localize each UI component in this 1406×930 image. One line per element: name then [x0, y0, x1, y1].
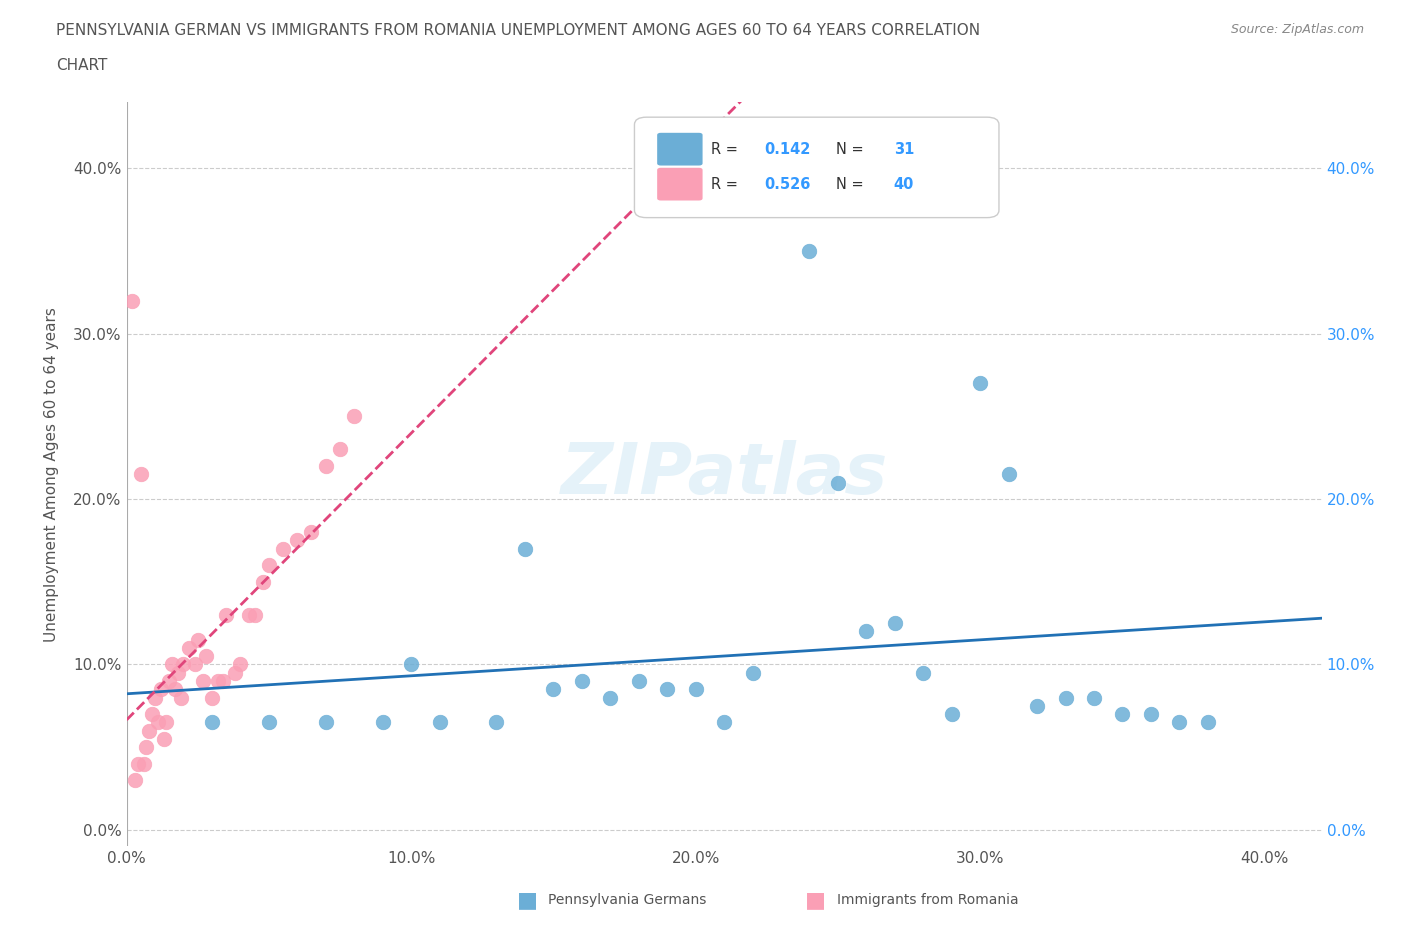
- Point: [883, 616, 905, 631]
- Point: [399, 657, 422, 671]
- Point: [132, 756, 155, 771]
- Point: [257, 558, 280, 573]
- Point: [315, 715, 337, 730]
- Point: [124, 773, 146, 788]
- Text: ■: ■: [517, 890, 537, 910]
- Text: Pennsylvania Germans: Pennsylvania Germans: [548, 893, 707, 908]
- Text: 31: 31: [894, 141, 914, 156]
- Point: [129, 467, 152, 482]
- Point: [141, 707, 163, 722]
- Point: [685, 682, 707, 697]
- Point: [571, 673, 593, 688]
- Text: 40: 40: [894, 177, 914, 192]
- Point: [166, 665, 188, 680]
- Point: [143, 690, 166, 705]
- Point: [195, 649, 218, 664]
- Y-axis label: Unemployment Among Ages 60 to 64 years: Unemployment Among Ages 60 to 64 years: [45, 307, 59, 642]
- Text: N =: N =: [837, 141, 869, 156]
- Point: [1026, 698, 1049, 713]
- Point: [371, 715, 394, 730]
- Point: [741, 665, 763, 680]
- Text: PENNSYLVANIA GERMAN VS IMMIGRANTS FROM ROMANIA UNEMPLOYMENT AMONG AGES 60 TO 64 : PENNSYLVANIA GERMAN VS IMMIGRANTS FROM R…: [56, 23, 980, 38]
- Point: [429, 715, 451, 730]
- FancyBboxPatch shape: [657, 133, 703, 166]
- Point: [207, 673, 229, 688]
- FancyBboxPatch shape: [657, 167, 703, 201]
- Point: [912, 665, 935, 680]
- Point: [193, 673, 215, 688]
- Point: [855, 624, 877, 639]
- Point: [146, 715, 169, 730]
- Point: [229, 657, 252, 671]
- Point: [941, 707, 963, 722]
- Text: R =: R =: [711, 177, 742, 192]
- Point: [135, 739, 157, 754]
- Point: [201, 715, 224, 730]
- Point: [827, 475, 849, 490]
- Text: ■: ■: [806, 890, 825, 910]
- Point: [149, 682, 172, 697]
- Point: [179, 641, 201, 656]
- Point: [155, 715, 177, 730]
- Point: [127, 756, 149, 771]
- Point: [301, 525, 323, 539]
- Point: [201, 690, 224, 705]
- Point: [163, 682, 186, 697]
- Text: R =: R =: [711, 141, 742, 156]
- Point: [172, 657, 194, 671]
- Point: [343, 409, 366, 424]
- Point: [152, 731, 174, 746]
- Text: 0.526: 0.526: [765, 177, 811, 192]
- Point: [513, 541, 536, 556]
- Point: [238, 607, 260, 622]
- Point: [121, 293, 143, 308]
- Point: [1168, 715, 1191, 730]
- Point: [969, 376, 991, 391]
- Point: [224, 665, 246, 680]
- Text: 0.142: 0.142: [765, 141, 811, 156]
- Point: [1197, 715, 1219, 730]
- Point: [271, 541, 294, 556]
- Point: [543, 682, 565, 697]
- Point: [285, 533, 308, 548]
- Point: [157, 673, 180, 688]
- Text: N =: N =: [837, 177, 869, 192]
- Point: [184, 657, 207, 671]
- Point: [485, 715, 508, 730]
- Point: [799, 244, 821, 259]
- Point: [713, 715, 735, 730]
- Point: [315, 458, 337, 473]
- Point: [1140, 707, 1163, 722]
- Text: Source: ZipAtlas.com: Source: ZipAtlas.com: [1230, 23, 1364, 36]
- Point: [169, 690, 191, 705]
- Point: [1083, 690, 1105, 705]
- Point: [252, 575, 274, 590]
- Point: [187, 632, 209, 647]
- Point: [215, 607, 238, 622]
- Point: [160, 657, 183, 671]
- Point: [212, 673, 235, 688]
- Point: [1111, 707, 1133, 722]
- Point: [138, 724, 160, 738]
- Point: [329, 442, 352, 457]
- Point: [657, 682, 679, 697]
- Text: CHART: CHART: [56, 58, 108, 73]
- Point: [627, 673, 650, 688]
- Point: [997, 467, 1019, 482]
- Point: [1054, 690, 1077, 705]
- Text: Immigrants from Romania: Immigrants from Romania: [837, 893, 1018, 908]
- FancyBboxPatch shape: [634, 117, 998, 218]
- Point: [243, 607, 266, 622]
- Point: [257, 715, 280, 730]
- Text: ZIPatlas: ZIPatlas: [561, 440, 887, 509]
- Point: [599, 690, 621, 705]
